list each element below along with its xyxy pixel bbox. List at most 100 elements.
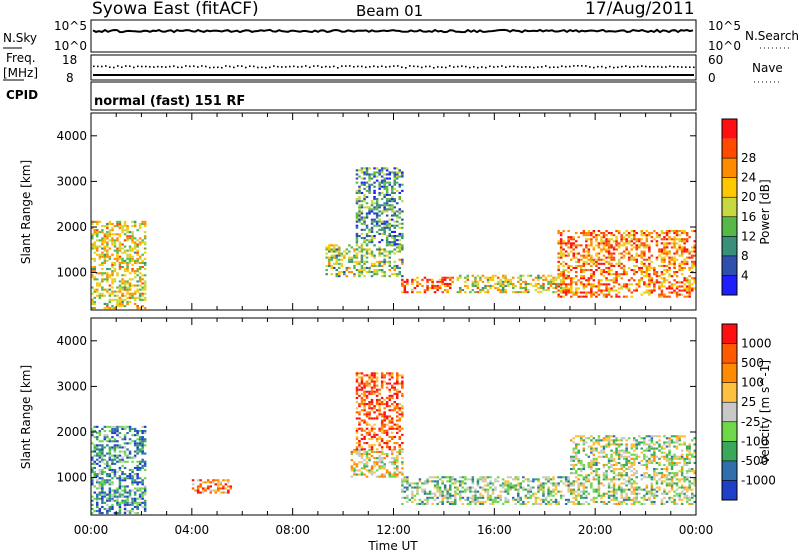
heatmap-cell — [466, 502, 470, 505]
heatmap-cell — [466, 488, 470, 491]
heatmap-cell — [655, 447, 659, 450]
heatmap-cell — [673, 271, 676, 274]
freq-dot — [661, 66, 663, 68]
heatmap-cell — [607, 494, 611, 497]
heatmap-cell — [650, 447, 654, 450]
heatmap-cell — [633, 461, 636, 464]
heatmap-cell — [138, 466, 142, 469]
heatmap-cell — [388, 252, 391, 255]
heatmap-cell — [595, 459, 598, 462]
heatmap-cell — [612, 246, 616, 249]
heatmap-cell — [398, 271, 401, 274]
heatmap-cell — [121, 456, 124, 459]
heatmap-cell — [378, 187, 381, 190]
heatmap-cell — [580, 502, 583, 505]
heatmap-cell — [108, 294, 112, 297]
heatmap-cell — [143, 257, 147, 260]
heatmap-cell — [567, 480, 570, 483]
heatmap-cell — [383, 273, 386, 276]
heatmap-cell — [360, 200, 364, 203]
heatmap-cell — [587, 474, 591, 477]
heatmap-cell — [595, 260, 598, 263]
heatmap-cell — [373, 407, 376, 410]
heatmap-cell — [585, 283, 588, 286]
heatmap-cell — [640, 437, 643, 440]
heatmap-cell — [103, 257, 107, 260]
heatmap-cell — [333, 266, 336, 269]
heatmap-cell — [201, 481, 205, 484]
heatmap-cell — [600, 262, 603, 265]
heatmap-cell — [370, 409, 374, 412]
heatmap-cell — [388, 204, 391, 207]
heatmap-cell — [393, 409, 396, 412]
heatmap-cell — [123, 305, 127, 308]
heatmap-cell — [602, 494, 606, 497]
heatmap-cell — [370, 374, 374, 377]
heatmap-cell — [353, 467, 356, 470]
velocity-x-ticks — [90, 318, 697, 515]
heatmap-cell — [365, 202, 369, 205]
heatmap-cell — [479, 492, 482, 495]
heatmap-cell — [610, 478, 613, 481]
heatmap-cell — [564, 242, 568, 245]
freq-dot — [289, 65, 291, 68]
heatmap-cell — [683, 240, 686, 243]
heatmap-cell — [678, 435, 681, 438]
heatmap-cell — [398, 273, 401, 276]
heatmap-cell — [93, 466, 96, 469]
heatmap-cell — [368, 374, 371, 377]
heatmap-cell — [401, 433, 404, 436]
heatmap-cell — [663, 273, 666, 276]
heatmap-cell — [575, 240, 578, 243]
heatmap-cell — [683, 260, 686, 263]
heatmap-cell — [355, 431, 359, 434]
heatmap-cell — [396, 459, 399, 462]
freq-dot — [389, 65, 391, 68]
heatmap-cell — [575, 289, 578, 292]
heatmap-cell — [106, 237, 109, 240]
heatmap-cell — [355, 473, 359, 476]
heatmap-cell — [365, 382, 369, 385]
heatmap-cell — [378, 409, 381, 412]
heatmap-cell — [620, 453, 623, 456]
heatmap-cell — [111, 241, 114, 244]
heatmap-cell — [660, 230, 664, 233]
heatmap-cell — [554, 484, 558, 487]
heatmap-cell — [605, 478, 608, 481]
heatmap-cell — [338, 252, 341, 255]
heatmap-cell — [111, 462, 114, 465]
heatmap-cell — [123, 225, 127, 228]
heatmap-cell — [688, 453, 691, 456]
heatmap-cell — [368, 187, 371, 190]
heatmap-cell — [396, 173, 399, 176]
heatmap-cell — [126, 292, 129, 295]
freq-dot — [201, 65, 203, 67]
heatmap-cell — [103, 462, 107, 465]
heatmap-cell — [564, 269, 568, 272]
heatmap-cell — [645, 240, 649, 243]
heatmap-cell — [547, 494, 550, 497]
heatmap-cell — [685, 287, 689, 290]
heatmap-cell — [123, 442, 127, 445]
heatmap-cell — [406, 278, 409, 281]
heatmap-cell — [103, 307, 107, 310]
heatmap-cell — [537, 278, 540, 281]
heatmap-cell — [557, 274, 560, 277]
heatmap-cell — [643, 449, 646, 452]
heatmap-cell — [128, 425, 132, 428]
heatmap-cell — [365, 453, 369, 456]
heatmap-cell — [423, 482, 427, 485]
heatmap-cell — [680, 293, 684, 296]
heatmap-cell — [393, 446, 396, 449]
heatmap-cell — [451, 500, 454, 503]
heatmap-cell — [691, 254, 694, 257]
heatmap-cell — [504, 480, 507, 483]
heatmap-cell — [138, 276, 142, 279]
heatmap-cell — [607, 246, 611, 249]
heatmap-cell — [131, 503, 134, 506]
heatmap-cell — [113, 263, 117, 266]
heatmap-cell — [116, 487, 119, 490]
heatmap-cell — [136, 505, 139, 508]
heatmap-cell — [338, 275, 341, 278]
heatmap-cell — [378, 403, 381, 406]
